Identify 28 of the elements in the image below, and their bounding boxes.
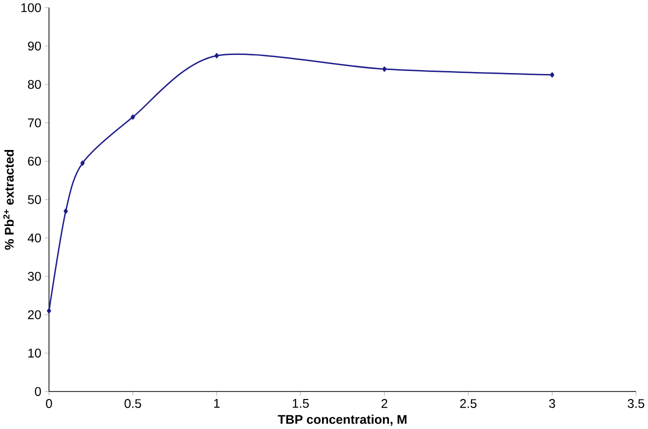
x-tick-label: 2 xyxy=(382,399,388,408)
x-tick-label: 3 xyxy=(549,399,556,408)
y-tick-label: 90 xyxy=(28,42,41,51)
point xyxy=(382,66,387,72)
y-tick-label: 20 xyxy=(28,310,41,320)
point xyxy=(130,114,135,120)
y-tick-label: 60 xyxy=(28,156,41,166)
y-tick-label: 70 xyxy=(28,118,41,128)
point xyxy=(64,208,68,214)
x-axis-title: TBP concentration, M xyxy=(278,414,406,426)
x-tick-label: 1 xyxy=(214,399,220,408)
y-axis-title: % Pb$^{2+}$ extracted xyxy=(3,150,14,250)
x-tick-label: 0.5 xyxy=(124,399,142,408)
y-tick-label: 30 xyxy=(28,272,41,281)
point xyxy=(550,72,554,78)
x-tick-label: 1.5 xyxy=(292,399,309,408)
y-tick-label: 40 xyxy=(28,234,41,242)
x-tick-label: 0 xyxy=(46,399,52,408)
y-tick-label: 100 xyxy=(21,3,41,12)
point xyxy=(46,308,52,314)
x-tick-label: 2.5 xyxy=(460,399,477,408)
y-tick-label: 50 xyxy=(28,195,41,204)
y-tick-label: 80 xyxy=(28,80,41,89)
x-tick-label: 3.5 xyxy=(628,399,644,408)
point xyxy=(214,53,219,58)
point xyxy=(80,160,85,166)
y-tick-label: 10 xyxy=(28,348,41,358)
y-tick-label: 0 xyxy=(34,387,41,396)
